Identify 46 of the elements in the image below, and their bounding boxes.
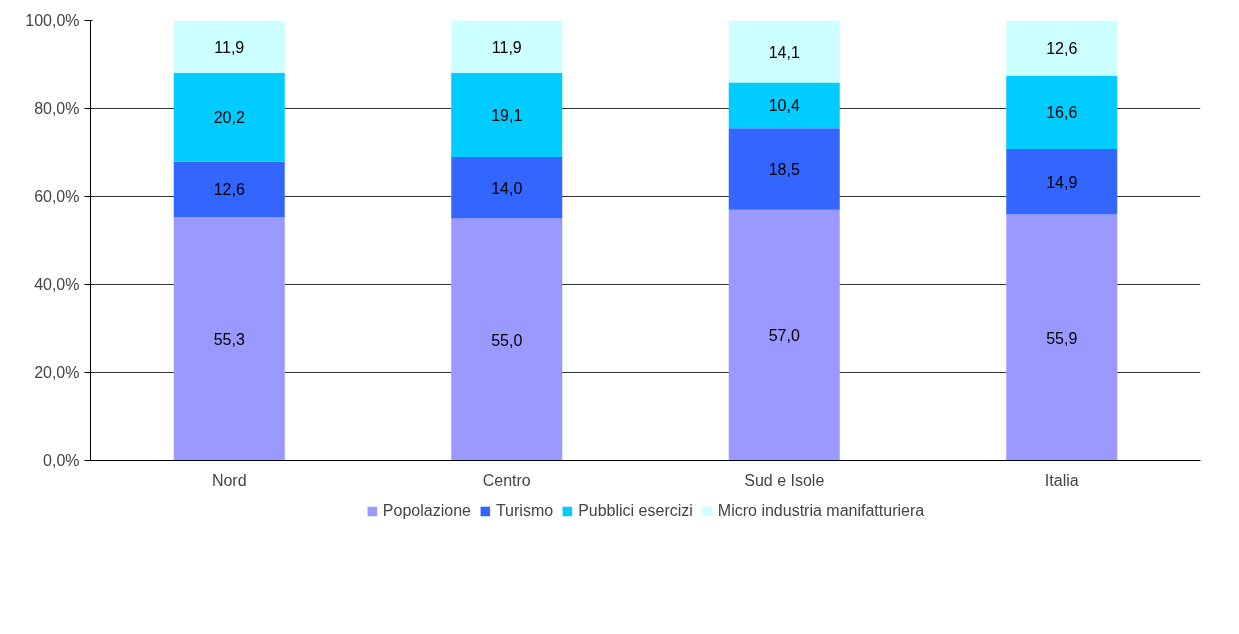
data-label: 14,1 (768, 43, 800, 61)
y-tick-label: 100,0% (25, 12, 80, 29)
data-label: 14,0 (491, 179, 523, 197)
data-label: 11,9 (214, 38, 245, 56)
legend-label: Turismo (495, 502, 554, 520)
bar (728, 128, 840, 210)
data-label: 20,2 (213, 109, 245, 127)
bar (173, 20, 285, 73)
data-label: 57,0 (768, 327, 800, 345)
data-label: 55,0 (491, 331, 523, 349)
legend-label: Micro industria manifatturiera (717, 502, 925, 520)
bar (1006, 148, 1118, 215)
bar (173, 72, 285, 162)
y-tick-label: 40,0% (34, 276, 80, 293)
data-label: 12,6 (1046, 40, 1078, 58)
bar (1006, 20, 1118, 76)
x-tick-label: Italia (1044, 471, 1079, 489)
bar (1006, 214, 1118, 461)
bar (173, 161, 285, 218)
y-tick-label: 0,0% (43, 452, 80, 469)
bar (451, 72, 563, 157)
y-tick-label: 80,0% (34, 100, 80, 117)
x-tick-label: Sud e Isole (744, 471, 825, 489)
bar (451, 20, 563, 73)
data-label: 18,5 (768, 161, 800, 178)
x-tick-label: Nord (211, 471, 247, 489)
data-label: 12,6 (213, 181, 245, 199)
x-tick-label: Centro (482, 471, 531, 489)
data-label: 11,9 (491, 38, 522, 56)
legend-label: Pubblici esercizi (578, 502, 693, 520)
y-tick-label: 60,0% (34, 188, 80, 205)
bar (451, 156, 563, 219)
bar (728, 82, 840, 129)
bar (451, 218, 563, 461)
bar (728, 209, 840, 461)
data-label: 55,9 (1046, 329, 1078, 347)
data-label: 16,6 (1046, 104, 1078, 122)
data-label: 55,3 (213, 330, 245, 348)
legend-label: Popolazione (382, 502, 471, 520)
bar (1006, 75, 1118, 149)
y-tick-label: 20,0% (34, 364, 80, 381)
data-label: 19,1 (491, 106, 523, 124)
data-label: 10,4 (768, 97, 800, 115)
bar (728, 20, 840, 83)
bar (173, 217, 285, 461)
data-label: 14,9 (1046, 173, 1078, 191)
